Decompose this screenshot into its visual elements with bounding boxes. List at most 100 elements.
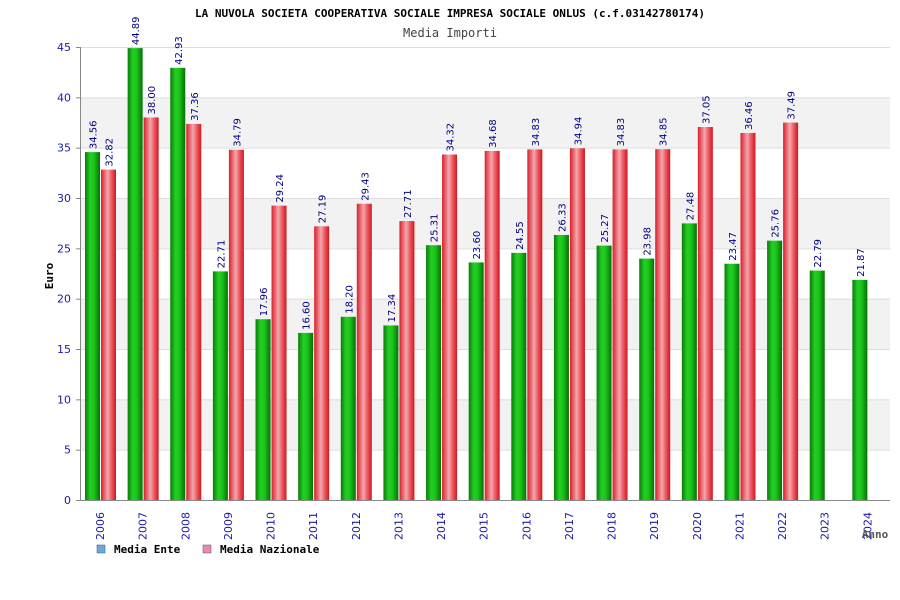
- x-axis-label: Anno: [862, 528, 889, 541]
- x-tick-label: 2024: [861, 512, 874, 540]
- bar-media-ente: [468, 262, 484, 500]
- bar-media-nazionale: [612, 149, 628, 501]
- bar-media-nazionale: [783, 122, 799, 500]
- legend-label-ente: Media Ente: [114, 543, 181, 556]
- data-label-nazionale: 34.83: [616, 118, 627, 147]
- legend: Media Ente Media Nazionale: [96, 543, 320, 556]
- bar-media-nazionale: [527, 149, 543, 501]
- data-label-nazionale: 34.68: [488, 119, 499, 148]
- bar-media-nazionale: [697, 127, 713, 500]
- y-tick-label: 0: [64, 494, 71, 507]
- x-tick-label: 2010: [265, 512, 278, 540]
- bar-media-ente: [212, 271, 228, 500]
- x-tick-label: 2014: [435, 512, 448, 540]
- bar-labels: 34.56 32.82 44.89 38.00 42.93 37.36 22.71 34.79…: [89, 16, 867, 329]
- bar-media-nazionale: [442, 154, 458, 500]
- bar-media-ente: [639, 258, 655, 500]
- data-label-ente: 17.96: [259, 288, 270, 317]
- data-label-nazionale: 37.36: [190, 92, 201, 121]
- bar-media-ente: [298, 332, 314, 500]
- y-tick-label: 45: [57, 41, 71, 54]
- y-axis-ticks: 0 5 10 15 20 25 30 35 40 45: [57, 41, 80, 507]
- y-tick-label: 25: [57, 242, 71, 255]
- bars: [85, 48, 868, 501]
- bar-media-ente: [85, 152, 100, 500]
- x-tick-label: 2015: [478, 512, 491, 540]
- bar-media-nazionale: [356, 203, 372, 500]
- data-label-nazionale: 34.94: [573, 117, 584, 146]
- y-tick-label: 40: [57, 91, 71, 104]
- x-axis-ticks: 2006 2007 2008 2009 2010 2011 2012 2013 2014 2015…: [94, 512, 874, 540]
- bar-media-nazionale: [484, 150, 500, 500]
- chart-title: LA NUVOLA SOCIETA COOPERATIVA SOCIALE IM…: [195, 7, 705, 20]
- y-tick-label: 5: [64, 444, 71, 457]
- x-tick-label: 2012: [350, 512, 363, 540]
- bar-media-nazionale: [740, 132, 756, 500]
- data-label-ente: 44.89: [131, 16, 142, 45]
- bar-media-ente: [170, 67, 186, 500]
- data-label-ente: 21.87: [856, 248, 867, 277]
- x-tick-label: 2021: [733, 512, 746, 540]
- bar-media-nazionale: [655, 149, 671, 500]
- data-label-ente: 18.20: [344, 285, 355, 314]
- data-label-nazionale: 34.83: [531, 118, 542, 147]
- data-label-ente: 25.31: [430, 214, 441, 243]
- data-label-ente: 24.55: [515, 221, 526, 250]
- bar-media-nazionale: [271, 205, 287, 500]
- data-label-nazionale: 34.79: [232, 118, 243, 147]
- data-label-nazionale: 37.49: [787, 91, 798, 120]
- bar-media-nazionale: [228, 149, 244, 500]
- x-tick-label: 2020: [691, 512, 704, 540]
- bar-media-ente: [724, 263, 740, 500]
- data-label-ente: 23.47: [728, 232, 739, 261]
- x-tick-label: 2017: [563, 512, 576, 540]
- x-tick-label: 2018: [606, 512, 619, 540]
- y-tick-label: 30: [57, 192, 71, 205]
- data-label-ente: 23.60: [472, 231, 483, 260]
- bar-media-nazionale: [101, 169, 116, 500]
- y-tick-label: 15: [57, 343, 71, 356]
- data-label-nazionale: 38.00: [147, 86, 158, 115]
- data-label-nazionale: 32.82: [105, 138, 116, 167]
- bar-media-ente: [809, 270, 825, 500]
- data-label-ente: 25.76: [771, 209, 782, 238]
- y-tick-label: 10: [57, 393, 71, 406]
- data-label-ente: 23.98: [643, 227, 654, 256]
- chart-subtitle: Media Importi: [403, 26, 497, 40]
- x-tick-label: 2008: [179, 512, 192, 540]
- x-tick-label: 2006: [94, 512, 107, 540]
- x-tick-label: 2013: [392, 512, 405, 540]
- data-label-ente: 34.56: [89, 120, 100, 149]
- bar-media-ente: [852, 279, 868, 500]
- legend-swatch-nazionale: [202, 544, 212, 554]
- data-label-nazionale: 34.85: [659, 118, 670, 147]
- bar-media-ente: [767, 240, 783, 500]
- bar-media-ente: [383, 325, 399, 500]
- legend-label-nazionale: Media Nazionale: [220, 543, 320, 556]
- data-label-nazionale: 36.46: [744, 101, 755, 130]
- data-label-nazionale: 29.24: [275, 174, 286, 203]
- data-label-nazionale: 29.43: [360, 172, 371, 201]
- y-axis-label: Euro: [43, 262, 56, 289]
- data-label-ente: 17.34: [387, 294, 398, 323]
- bar-media-nazionale: [186, 123, 202, 500]
- data-label-ente: 25.27: [600, 214, 611, 243]
- data-label-ente: 16.60: [302, 301, 313, 330]
- bar-media-nazionale: [399, 221, 415, 500]
- x-tick-label: 2007: [137, 512, 150, 540]
- bar-media-ente: [596, 245, 612, 500]
- data-label-ente: 22.71: [216, 240, 227, 269]
- bar-media-ente: [681, 223, 697, 501]
- x-tick-label: 2016: [520, 512, 533, 540]
- y-tick-label: 20: [57, 293, 71, 306]
- y-tick-label: 35: [57, 142, 71, 155]
- x-tick-label: 2009: [222, 512, 235, 540]
- data-label-nazionale: 34.32: [446, 123, 457, 152]
- bar-media-ente: [426, 245, 442, 500]
- bar-media-nazionale: [569, 148, 585, 500]
- data-label-nazionale: 27.19: [318, 195, 329, 224]
- bar-media-ente: [553, 234, 569, 500]
- x-tick-label: 2011: [307, 512, 320, 540]
- x-tick-label: 2022: [776, 512, 789, 540]
